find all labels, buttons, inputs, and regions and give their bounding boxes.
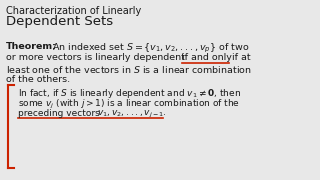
Text: preceding vectors: preceding vectors — [18, 109, 103, 118]
Text: of the others.: of the others. — [6, 75, 70, 84]
Text: Theorem:: Theorem: — [6, 42, 57, 51]
Text: Dependent Sets: Dependent Sets — [6, 15, 113, 28]
Text: Characterization of Linearly: Characterization of Linearly — [6, 6, 141, 16]
Text: least one of the vectors in $S$ is a linear combination: least one of the vectors in $S$ is a lin… — [6, 64, 252, 75]
Text: if and only: if and only — [182, 53, 232, 62]
Text: some $\mathit{v}_j$ (with $j > 1$) is a linear combination of the: some $\mathit{v}_j$ (with $j > 1$) is a … — [18, 98, 240, 111]
Text: or more vectors is linearly dependent: or more vectors is linearly dependent — [6, 53, 188, 62]
Text: In fact, if $S$ is linearly dependent and $\mathit{v}_1 \neq \mathbf{0}$, then: In fact, if $S$ is linearly dependent an… — [18, 87, 241, 100]
Text: $\mathit{v}_1, \mathit{v}_2, ..., \mathit{v}_{j-1}$.: $\mathit{v}_1, \mathit{v}_2, ..., \mathi… — [97, 109, 167, 120]
Text: if at: if at — [229, 53, 251, 62]
Text: An indexed set $S = \{\mathit{v}_1, \mathit{v}_2, ..., \mathit{v}_p\}$ of two: An indexed set $S = \{\mathit{v}_1, \mat… — [52, 42, 249, 55]
